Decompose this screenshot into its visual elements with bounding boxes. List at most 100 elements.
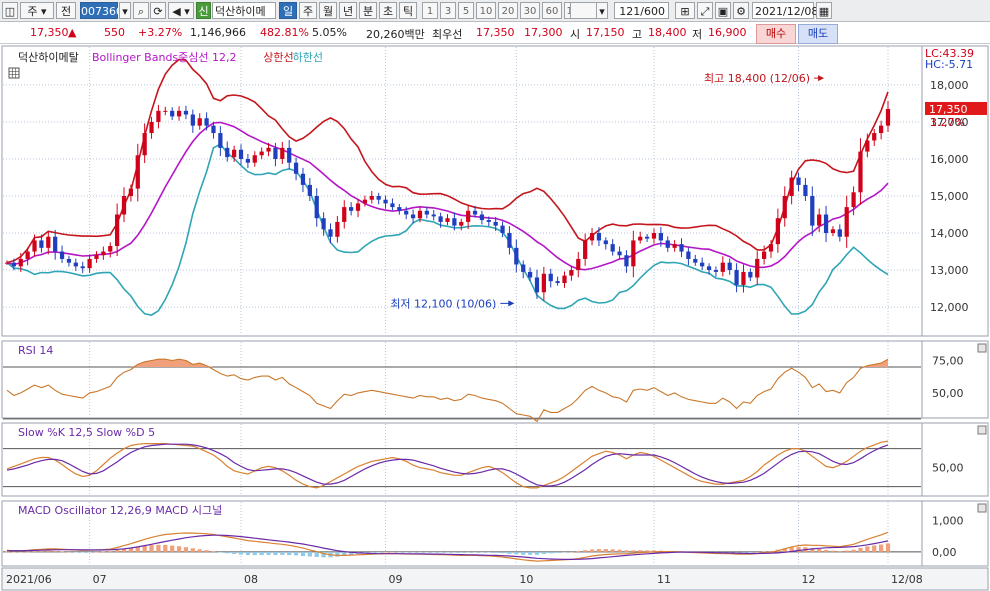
macd-oscillator-bar [844,550,849,552]
macd-oscillator-bar [87,551,92,553]
candle-body [80,266,85,269]
candle-body [135,155,140,189]
stock-name-field[interactable]: 덕산하이메 [212,2,276,19]
period-tab-5[interactable]: 분 [359,2,377,19]
x-axis-label: 2021/06 [6,573,52,586]
candle-body [115,214,120,246]
candle-body [410,214,416,219]
period-select[interactable]: 주 ▾ [20,2,54,19]
period-tab-3[interactable]: 월 [319,2,337,19]
open-label: 시 [570,28,581,41]
axis-frame-3 [921,422,989,497]
candle-body [851,192,856,208]
macd-oscillator-bar [266,551,271,555]
interval-button-5[interactable]: 5 [458,2,474,19]
quote-bar: 17,350 ▲ 550 +3.27% 1,146,966 482.81% 5.… [0,23,990,44]
macd-oscillator-bar [548,551,553,554]
upper-band-line [6,58,889,264]
data-count-field[interactable]: 121/600 [614,2,669,19]
prev-button[interactable]: 전 [56,2,76,19]
search-icon[interactable]: ⌕ [133,2,149,19]
macd-oscillator-bar [638,550,643,552]
candle-body [775,218,780,245]
interval-button-60[interactable]: 60 [542,2,562,19]
save-icon[interactable]: ▣ [715,2,731,19]
period-tab-1[interactable]: 일 [279,2,297,19]
date-field[interactable]: 2021/12/08 [752,2,818,19]
macd-oscillator-bar [431,551,436,553]
macd-oscillator-bar [273,551,278,556]
panel-close-icon[interactable] [977,503,987,513]
macd-oscillator-bar [156,544,161,552]
reset-icon[interactable]: ⟳ [150,2,166,19]
macd-oscillator-bar [259,551,264,556]
stock-chart[interactable]: 18,000 17,000 16,000 15,000 14,000 13,000 12,0… [0,45,990,591]
candle-body [651,233,657,239]
price-legend-4: 하한선 [293,50,323,64]
candle-body [562,275,567,284]
interval-button-3[interactable]: 3 [440,2,456,19]
candle-body [397,207,402,211]
candle-body [349,207,354,211]
candle-body [431,214,436,217]
zoom-icon[interactable]: ⊞ [675,2,695,19]
high-annotation: 최고 18,400 (12/06) [704,72,810,85]
macd-oscillator-bar [197,549,202,552]
high-label: 고 [632,28,643,41]
macd-oscillator-bar [73,551,78,553]
candle-body [369,196,374,200]
candle-body [66,258,72,263]
hc-label: HC:-5.71 [925,58,973,71]
macd-oscillator-bar [11,551,16,553]
trend-icon[interactable]: ⤢ [697,2,713,19]
interval-button-1[interactable]: 1 [422,2,438,19]
sound-icon[interactable]: ◀ ▾ [168,2,194,19]
macd-oscillator-bar [293,551,299,556]
sell-button[interactable]: 매도 [798,24,838,44]
candle-body [748,271,753,278]
candle-body [472,210,478,215]
macd-oscillator-bar [18,551,23,553]
candle-body [782,196,787,219]
buy-button[interactable]: 매수 [756,24,796,44]
macd-oscillator-bar [46,550,51,552]
candle-body [576,258,581,271]
candle-body [190,114,195,126]
period-tab-7[interactable]: 틱 [399,2,417,19]
interval-button-20[interactable]: 20 [498,2,518,19]
custom-period-dropdown-icon[interactable]: ▾ [596,2,608,19]
candle-body [672,244,677,248]
stoch-tick-label: 50,00 [932,462,964,475]
panel-frame-2 [1,340,923,419]
price-tick-label: 12,000 [930,301,969,314]
candle-body [4,262,10,264]
period-tab-4[interactable]: 년 [339,2,357,19]
candle-body [830,229,836,234]
grid-toggle-icon[interactable] [8,67,20,79]
period-tab-2[interactable]: 주 [299,2,317,19]
code-dropdown-icon[interactable]: ▾ [119,2,131,19]
candle-body [569,270,574,276]
rsi-overbought-fill [7,359,888,367]
macd-oscillator-bar [534,551,540,555]
middle-band-line [6,121,889,271]
price-tick-label: 13,000 [930,264,969,277]
chart-type-icon[interactable]: ◫ [2,2,18,19]
panel-close-icon[interactable] [977,343,987,353]
panel-close-icon[interactable] [977,425,987,435]
candle-body [87,258,92,269]
stock-code-input[interactable]: 007360 [80,2,123,19]
candle-body [541,273,546,293]
candle-body [686,251,691,259]
settings-icon[interactable]: ⚙ [733,2,749,19]
period-tab-6[interactable]: 초 [379,2,397,19]
macd-oscillator-bar [651,550,657,552]
interval-button-10[interactable]: 10 [476,2,496,19]
candle-body [879,125,884,134]
candle-body [810,196,815,226]
best-bid: 17,300 [524,26,563,39]
macd-oscillator-bar [362,551,368,554]
interval-button-30[interactable]: 30 [520,2,540,19]
macd-oscillator-bar [810,548,815,552]
calendar-icon[interactable]: ▦ [816,2,832,19]
